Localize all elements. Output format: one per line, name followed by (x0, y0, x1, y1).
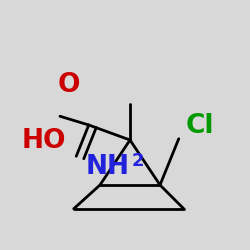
Text: Cl: Cl (186, 113, 214, 139)
Text: 2: 2 (131, 152, 144, 170)
Text: HO: HO (22, 128, 66, 154)
Text: NH: NH (86, 154, 130, 180)
Text: O: O (58, 72, 80, 98)
